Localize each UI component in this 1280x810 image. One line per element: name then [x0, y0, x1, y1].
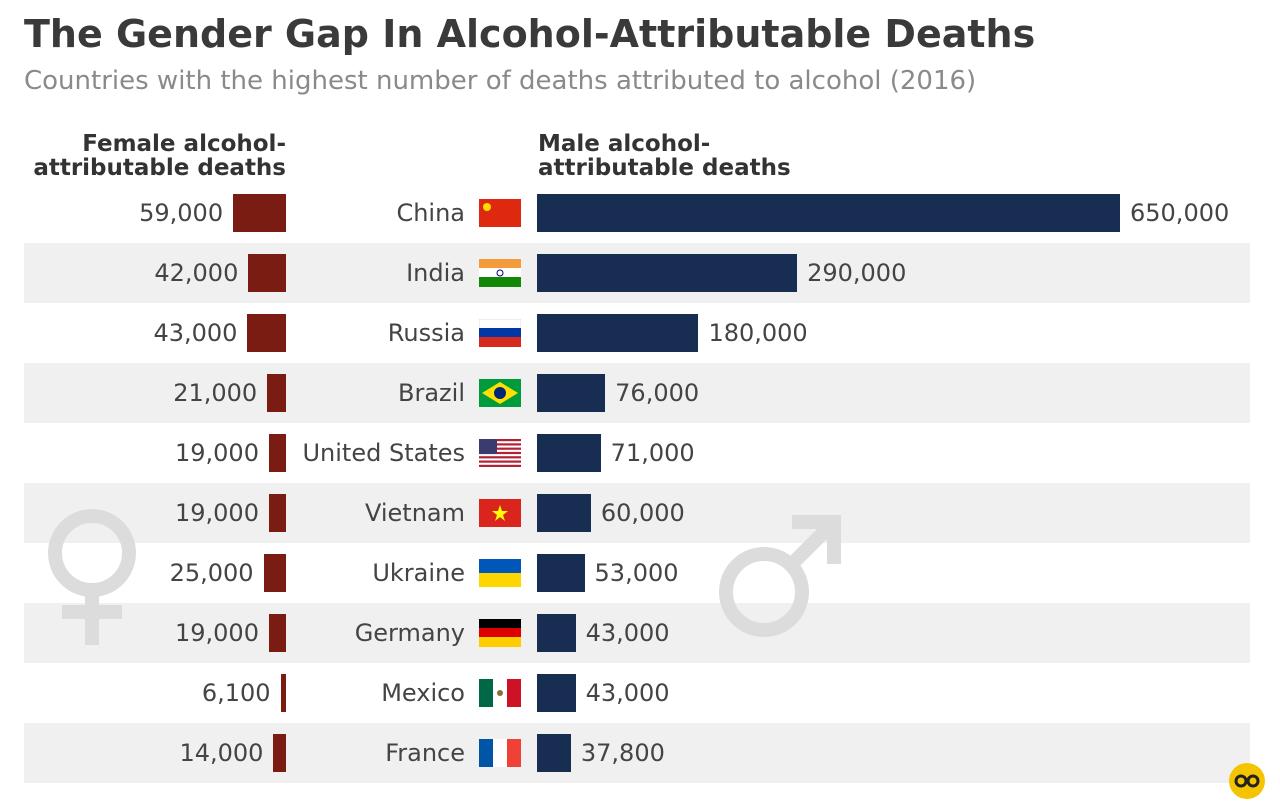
flag-mexico	[479, 679, 521, 707]
flag-usa	[479, 439, 521, 467]
female-symbol	[48, 509, 136, 645]
bar-male	[537, 374, 606, 412]
category-label: France	[385, 739, 465, 767]
bar-female	[273, 734, 286, 772]
category-label: Mexico	[381, 679, 465, 707]
bar-female	[267, 374, 286, 412]
bar-female	[268, 494, 286, 532]
row-band	[24, 483, 1250, 543]
row-band	[24, 723, 1250, 783]
category-label: Russia	[387, 319, 465, 347]
value-label-female: 14,000	[179, 739, 264, 767]
flag-ukraine	[479, 559, 521, 587]
bar-female	[268, 434, 286, 472]
flag-india	[479, 259, 521, 287]
value-label-female: 43,000	[153, 319, 238, 347]
chart-subtitle: Countries with the highest number of dea…	[24, 66, 977, 96]
value-label-female: 19,000	[174, 619, 259, 647]
flag-germany	[479, 619, 521, 647]
category-label: China	[396, 199, 465, 227]
value-label-female: 6,100	[201, 679, 271, 707]
value-label-male: 43,000	[585, 679, 670, 707]
value-label-male: 71,000	[610, 439, 695, 467]
row-band	[24, 603, 1250, 663]
bar-male	[537, 254, 798, 292]
legend-female: Female alcohol-attributable deaths	[33, 131, 286, 181]
value-label-male: 76,000	[615, 379, 700, 407]
legend-male: Male alcohol-attributable deaths	[538, 131, 791, 181]
bar-male	[537, 494, 591, 532]
value-label-male: 43,000	[585, 619, 670, 647]
bar-male	[537, 314, 699, 352]
flag-china	[479, 199, 521, 227]
chart-title: The Gender Gap In Alcohol-Attributable D…	[24, 12, 1036, 56]
bar-male	[537, 614, 576, 652]
value-label-female: 19,000	[174, 439, 259, 467]
male-symbol	[719, 515, 841, 637]
value-label-female: 19,000	[174, 499, 259, 527]
bar-male	[537, 194, 1120, 232]
bar-male	[537, 734, 571, 772]
row-band	[24, 363, 1250, 423]
value-label-male: 53,000	[594, 559, 679, 587]
bar-female	[280, 674, 286, 712]
bar-female	[268, 614, 286, 652]
category-label: Ukraine	[372, 559, 465, 587]
bar-female	[248, 254, 286, 292]
flag-france	[479, 739, 521, 767]
bar-female	[233, 194, 286, 232]
flag-vietnam	[479, 499, 521, 527]
value-label-female: 59,000	[139, 199, 224, 227]
category-label: United States	[302, 439, 465, 467]
value-label-female: 42,000	[154, 259, 239, 287]
flag-brazil	[479, 379, 521, 407]
value-label-male: 60,000	[600, 499, 685, 527]
bar-male	[537, 674, 576, 712]
logo	[1229, 763, 1265, 799]
category-label: Vietnam	[364, 499, 465, 527]
value-label-female: 21,000	[173, 379, 258, 407]
value-label-male: 290,000	[807, 259, 907, 287]
bar-male	[537, 434, 601, 472]
bar-female	[247, 314, 286, 352]
value-label-male: 37,800	[580, 739, 665, 767]
category-label: Germany	[354, 619, 465, 647]
category-label: Brazil	[398, 379, 465, 407]
bar-female	[263, 554, 286, 592]
value-label-male: 180,000	[708, 319, 808, 347]
value-label-female: 25,000	[169, 559, 254, 587]
flag-russia	[479, 319, 521, 347]
category-label: India	[406, 259, 465, 287]
value-label-male: 650,000	[1130, 199, 1230, 227]
bar-male	[537, 554, 585, 592]
